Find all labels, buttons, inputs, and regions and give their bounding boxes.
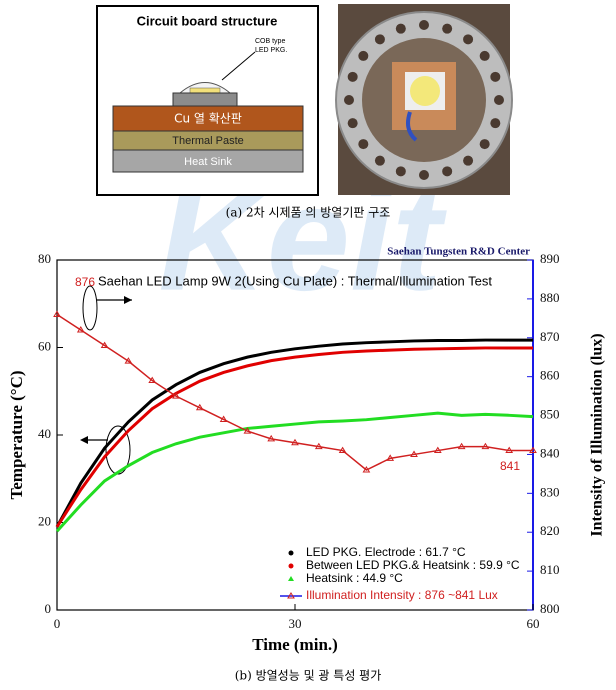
series-marker bbox=[291, 438, 299, 446]
y2-tick-label: 840 bbox=[540, 445, 560, 460]
y-axis-label: Temperature (°C) bbox=[7, 370, 26, 499]
series-marker bbox=[267, 434, 276, 442]
series-line bbox=[55, 411, 534, 533]
series-marker bbox=[148, 376, 157, 384]
chart-source: Saehan Tungsten R&D Center bbox=[387, 246, 530, 258]
x-tick-label: 30 bbox=[289, 616, 302, 631]
x-tick-label: 0 bbox=[54, 616, 61, 631]
y-tick-label: 60 bbox=[38, 338, 51, 353]
series-marker bbox=[457, 442, 466, 450]
series-marker bbox=[195, 403, 204, 411]
legend-label: Illumination Intensity : 876 ~841 Lux bbox=[306, 588, 498, 602]
layer-cu bbox=[112, 105, 304, 132]
photo bbox=[335, 4, 513, 195]
y2-tick-label: 800 bbox=[540, 601, 560, 616]
y-tick-label: 40 bbox=[38, 426, 51, 441]
legend-label: Between LED PKG.& Heatsink : 59.9 °C bbox=[306, 558, 520, 572]
series-marker bbox=[362, 466, 371, 473]
chart-title: Saehan LED Lamp 9W 2(Using Cu Plate) : T… bbox=[98, 273, 492, 288]
y-tick-label: 20 bbox=[38, 513, 51, 528]
series-line bbox=[56, 313, 533, 471]
caption: (b) 방열성능 및 광 특성 평가 bbox=[235, 669, 382, 683]
annotation-arrowhead bbox=[124, 296, 132, 304]
annotation: 876 bbox=[75, 275, 95, 289]
led-chip bbox=[189, 87, 221, 94]
layer-label: Cu 열 확산판 bbox=[174, 112, 242, 126]
series-line bbox=[55, 338, 533, 528]
series-marker bbox=[338, 446, 347, 454]
series-marker bbox=[53, 310, 61, 317]
series-marker bbox=[481, 442, 490, 450]
series-marker bbox=[76, 326, 85, 333]
callout: COB type bbox=[255, 38, 285, 45]
y2-tick-label: 850 bbox=[540, 407, 560, 422]
series-marker bbox=[219, 415, 228, 422]
legend-label: Heatsink : 44.9 °C bbox=[306, 571, 403, 585]
y-tick-label: 80 bbox=[38, 251, 51, 266]
legend-marker bbox=[288, 550, 294, 556]
y2-tick-label: 890 bbox=[540, 251, 560, 266]
callout: LED PKG. bbox=[255, 47, 287, 54]
series-marker bbox=[314, 442, 323, 450]
legend-marker bbox=[287, 592, 295, 599]
series-marker bbox=[172, 392, 180, 399]
y2-tick-label: 810 bbox=[540, 562, 560, 577]
y-tick-label: 0 bbox=[45, 601, 52, 616]
series-marker bbox=[243, 427, 252, 434]
caption: (a) 2차 시제품 의 방열기판 구조 bbox=[226, 206, 391, 220]
y2-tick-label: 870 bbox=[540, 329, 560, 344]
series-marker bbox=[386, 454, 395, 461]
annotation: 841 bbox=[500, 459, 520, 473]
layer-heatsink bbox=[112, 149, 304, 173]
series-line bbox=[55, 346, 533, 528]
layer-label: Thermal Paste bbox=[172, 135, 244, 147]
y2-tick-label: 860 bbox=[540, 368, 560, 383]
series-marker bbox=[124, 357, 133, 364]
annotation-arrowhead bbox=[80, 436, 88, 444]
y2-tick-label: 830 bbox=[540, 484, 560, 499]
y2-axis-label: Intensity of Illumination (lux) bbox=[589, 333, 606, 536]
led-package bbox=[172, 92, 238, 107]
series-marker bbox=[529, 446, 537, 454]
layer-label: Heat Sink bbox=[184, 156, 232, 168]
y2-tick-label: 820 bbox=[540, 523, 560, 538]
annotation-ellipse bbox=[82, 285, 98, 331]
x-tick-label: 60 bbox=[527, 616, 540, 631]
series-marker bbox=[100, 341, 109, 349]
series-marker bbox=[433, 446, 442, 454]
legend-marker bbox=[288, 576, 294, 581]
series-marker bbox=[410, 450, 418, 457]
diagram-title: Circuit board structure bbox=[137, 13, 278, 28]
callout-line bbox=[221, 51, 256, 81]
legend-label: LED PKG. Electrode : 61.7 °C bbox=[306, 545, 466, 559]
legend-marker bbox=[288, 563, 294, 569]
y2-tick-label: 880 bbox=[540, 290, 560, 305]
series-marker bbox=[505, 446, 514, 454]
x-axis-label: Time (min.) bbox=[252, 635, 338, 654]
